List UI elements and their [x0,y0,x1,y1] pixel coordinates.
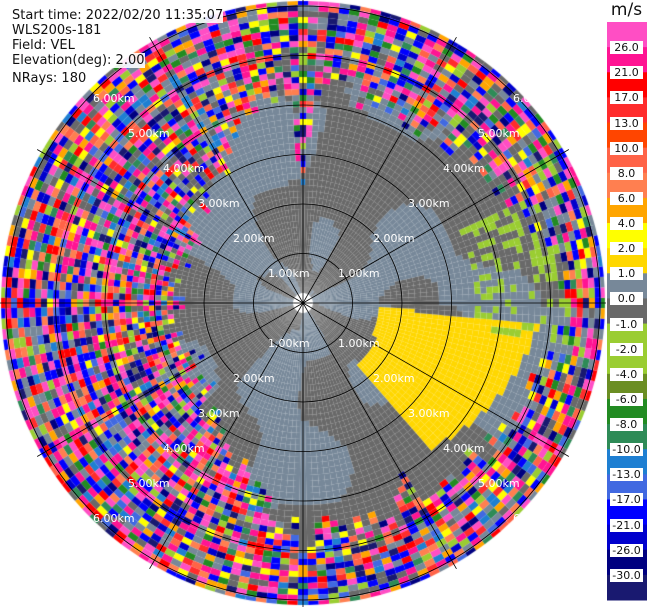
range-ring-label: 6.00km [93,92,135,105]
range-rings-overlay: 1.00km 1.00km 1.00km 1.00km 2.00km 2.00km 2.00… [0,0,606,607]
range-ring-label: 3.00km [408,407,450,420]
elevation-label: Elevation(deg): 2.00 [12,53,145,68]
instrument-label: WLS200s-181 [12,23,102,38]
colorbar-tick-label: 26.0 [610,41,643,55]
range-ring-label: 4.00km [163,162,205,175]
range-ring-label: 4.00km [163,442,205,455]
range-ring-label: 6.00km [513,92,555,105]
range-ring-label: 2.00km [233,232,275,245]
range-ring-label: 5.00km [478,477,520,490]
colorbar-tick-label: 13.0 [610,116,643,130]
colorbar-tick-label: -2.0 [610,342,643,356]
range-ring-label: 1.00km [268,267,310,280]
range-ring-label: 6.00km [93,512,135,525]
colorbar-tick-label: -13.0 [610,468,643,482]
nrays-label: NRays: 180 [12,71,87,86]
colorbar-tick-label: -26.0 [610,543,643,557]
colorbar-tick-label: 10.0 [610,141,643,155]
range-ring-label: 6.00km [513,512,555,525]
range-ring-label: 2.00km [233,372,275,385]
center-tick [302,302,311,308]
center-tick [302,295,308,304]
colorbar-tick-label: 21.0 [610,66,643,80]
range-ring-label: 1.00km [268,337,310,350]
range-ring-label: 3.00km [408,197,450,210]
colorbar-tick-label: -17.0 [610,493,643,507]
colorbar-tick-label: 8.0 [610,166,643,180]
start-time-label: Start time: 2022/02/20 11:35:07 [12,8,224,23]
range-ring-label: 3.00km [198,197,240,210]
colorbar-tick-label: 1.0 [610,267,643,281]
center-tick [298,302,304,311]
colorbar-tick-label: -21.0 [610,518,643,532]
colorbar-tick-label: 17.0 [610,91,643,105]
range-ring-label: 3.00km [198,407,240,420]
range-ring-label: 5.00km [128,477,170,490]
colorbar-tick-label: -30.0 [610,568,643,582]
range-ring-label: 1.00km [338,337,380,350]
colorbar-tick-label: -10.0 [610,443,643,457]
range-ring-label: 5.00km [128,127,170,140]
center-tick [298,295,304,304]
colorbar-tick-label: 2.0 [610,242,643,256]
center-tick [295,298,304,304]
colorbar-tick-label: -4.0 [610,367,643,381]
center-tick [302,298,311,304]
range-ring-label: 4.00km [443,442,485,455]
colorbar-tick-label: 4.0 [610,217,643,231]
colorbar-tick-label: 0.0 [610,292,643,306]
colorbar-tick-label: 6.0 [610,191,643,205]
colorbar-tick-label: -6.0 [610,392,643,406]
center-tick [295,302,304,308]
colorbar-tick-label: -1.0 [610,317,643,331]
range-ring-label: 5.00km [478,127,520,140]
range-ring-label: 2.00km [373,372,415,385]
center-tick [302,302,308,311]
field-label: Field: VEL [12,38,75,53]
colorbar-tick-label: -8.0 [610,418,643,432]
range-ring-label: 1.00km [338,267,380,280]
range-ring-label: 4.00km [443,162,485,175]
colorbar-title: m/s [610,0,643,20]
range-ring-label: 2.00km [373,232,415,245]
